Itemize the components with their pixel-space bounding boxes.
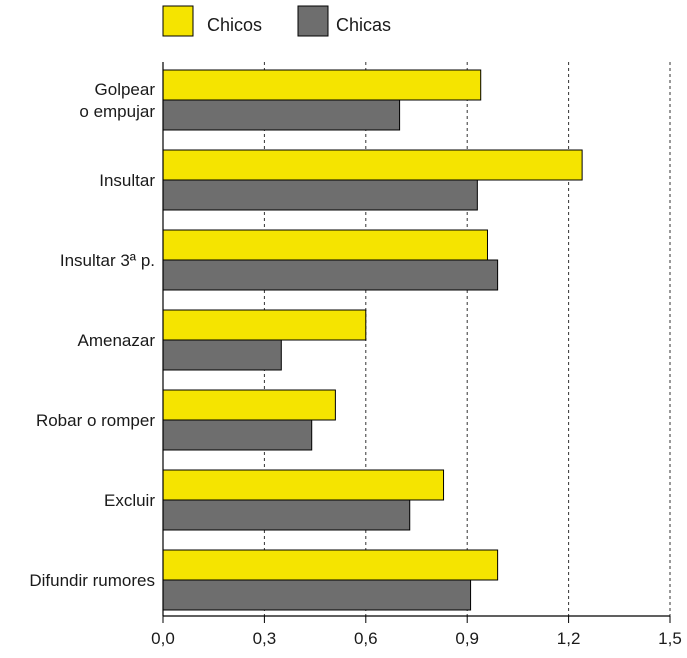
x-tick-label: 0,3 [253, 629, 277, 648]
legend-swatch-chicas [297, 5, 329, 37]
category-label: Robar o romper [36, 411, 155, 430]
bar-chicas [162, 579, 472, 611]
category-label: o empujar [79, 102, 155, 121]
axes [162, 62, 670, 617]
bar-chicas [162, 499, 411, 531]
x-tick-label: 1,2 [557, 629, 581, 648]
category-label: Difundir rumores [29, 571, 155, 590]
legend-swatch-chicos [162, 5, 194, 37]
bar-chicas [162, 259, 499, 291]
bar-chicos [162, 149, 583, 181]
bar-chicas [162, 419, 313, 451]
x-tick-label: 1,5 [658, 629, 682, 648]
x-tick-label: 0,6 [354, 629, 378, 648]
x-tick-label: 0,9 [455, 629, 479, 648]
bar-chicos [162, 69, 482, 101]
category-labels: Golpear o empujar Insultar Insultar 3ª p. Am… [29, 80, 155, 590]
category-label: Excluir [104, 491, 155, 510]
bar-chicos [162, 309, 367, 341]
bar-chicos [162, 549, 499, 581]
bar-chicas [162, 99, 401, 131]
category-label: Amenazar [78, 331, 156, 350]
legend-label-chicos: Chicos [207, 15, 262, 35]
bar-chicas [162, 339, 282, 371]
legend: Chicos Chicas [162, 5, 391, 37]
bar-chicos [162, 469, 445, 501]
x-tick-label: 0,0 [151, 629, 175, 648]
bar-chicas [162, 179, 478, 211]
bar-chicos [162, 389, 336, 421]
x-axis-ticks: 0,0 0,3 0,6 0,9 1,2 1,5 [151, 616, 682, 648]
category-label: Insultar [99, 171, 155, 190]
bars [162, 69, 583, 611]
legend-label-chicas: Chicas [336, 15, 391, 35]
category-label: Insultar 3ª p. [60, 251, 155, 270]
category-label: Golpear [95, 80, 156, 99]
bar-chicos [162, 229, 488, 261]
